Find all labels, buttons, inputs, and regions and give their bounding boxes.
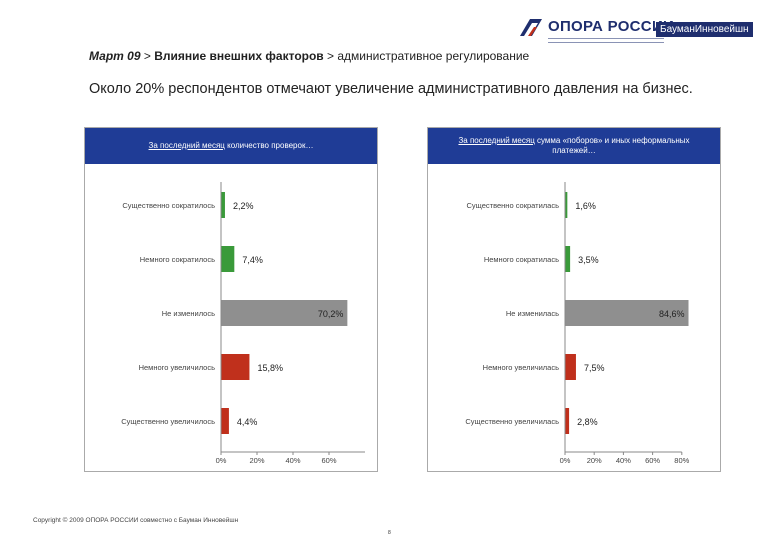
breadcrumb-date: Март 09 <box>89 49 141 63</box>
chart-title: За последний месяц сумма «поборов» и ины… <box>428 128 720 164</box>
category-label: Не изменилось <box>162 309 215 318</box>
opora-logo-underline <box>548 38 664 43</box>
category-label: Существенно сократилось <box>122 201 215 210</box>
data-label: 84,6% <box>659 309 685 319</box>
category-label: Существенно увеличилась <box>465 417 559 426</box>
breadcrumb-section: Влияние внешних факторов <box>154 49 324 63</box>
x-tick-label: 0% <box>560 456 571 465</box>
data-label: 4,4% <box>237 417 258 427</box>
slide-headline: Около 20% респондентов отмечают увеличен… <box>89 81 693 97</box>
data-label: 3,5% <box>578 255 599 265</box>
bar <box>565 408 570 434</box>
chart-title-text: сумма «поборов» и иных неформальных плат… <box>534 136 690 155</box>
x-tick-label: 20% <box>249 456 264 465</box>
category-label: Существенно сократилась <box>466 201 559 210</box>
breadcrumb-separator: > <box>323 49 338 63</box>
bar <box>565 246 571 272</box>
category-label: Немного сократилась <box>484 255 559 264</box>
chart-panel-inspections: За последний месяц количество проверок… … <box>84 127 378 472</box>
bar <box>221 246 235 272</box>
bar <box>221 408 229 434</box>
x-tick-label: 80% <box>674 456 689 465</box>
page-number: 8 <box>388 530 391 536</box>
chart-title: За последний месяц количество проверок… <box>85 128 377 164</box>
chart-title-period: За последний месяц <box>458 136 535 145</box>
data-label: 2,2% <box>233 201 254 211</box>
x-tick-label: 60% <box>321 456 336 465</box>
breadcrumb: Март 09 > Влияние внешних факторов > адм… <box>89 49 529 63</box>
bar <box>565 300 689 326</box>
category-label: Немного сократилось <box>140 255 215 264</box>
bauman-innovation-logo: БауманИнновейшн <box>656 22 753 37</box>
bar <box>221 192 225 218</box>
chart-panel-informal-payments: За последний месяц сумма «поборов» и ины… <box>427 127 721 472</box>
breadcrumb-separator: > <box>140 49 155 63</box>
bar <box>565 354 576 380</box>
bar-chart-inspections: Существенно сократилось 2,2% Немного сокра… <box>121 182 365 465</box>
x-tick-label: 60% <box>645 456 660 465</box>
x-tick-label: 20% <box>587 456 602 465</box>
chart-title-text: количество проверок… <box>224 141 314 150</box>
category-label: Существенно увеличилось <box>121 417 215 426</box>
data-label: 15,8% <box>257 363 283 373</box>
opora-flag-icon <box>520 19 542 36</box>
bar-chart-informal-payments: Существенно сократилась 1,6% Немного сокра… <box>465 182 690 465</box>
x-tick-label: 40% <box>285 456 300 465</box>
bar <box>221 300 348 326</box>
bar <box>565 192 568 218</box>
opora-logo-text: ОПОРА РОССИИ <box>548 18 675 35</box>
opora-rossii-logo: ОПОРА РОССИИ <box>518 14 674 54</box>
bar <box>221 354 250 380</box>
breadcrumb-topic: административное регулирование <box>337 49 530 63</box>
data-label: 7,5% <box>584 363 605 373</box>
data-label: 1,6% <box>575 201 596 211</box>
category-label: Немного увеличилось <box>139 363 215 372</box>
x-tick-label: 0% <box>216 456 227 465</box>
data-label: 70,2% <box>318 309 344 319</box>
category-label: Немного увеличилась <box>483 363 559 372</box>
chart-title-period: За последний месяц <box>148 141 225 150</box>
copyright-text: Copyright © 2009 ОПОРА РОССИИ совместно … <box>33 517 239 524</box>
data-label: 7,4% <box>242 255 263 265</box>
x-tick-label: 40% <box>616 456 631 465</box>
category-label: Не изменилась <box>506 309 559 318</box>
data-label: 2,8% <box>577 417 598 427</box>
